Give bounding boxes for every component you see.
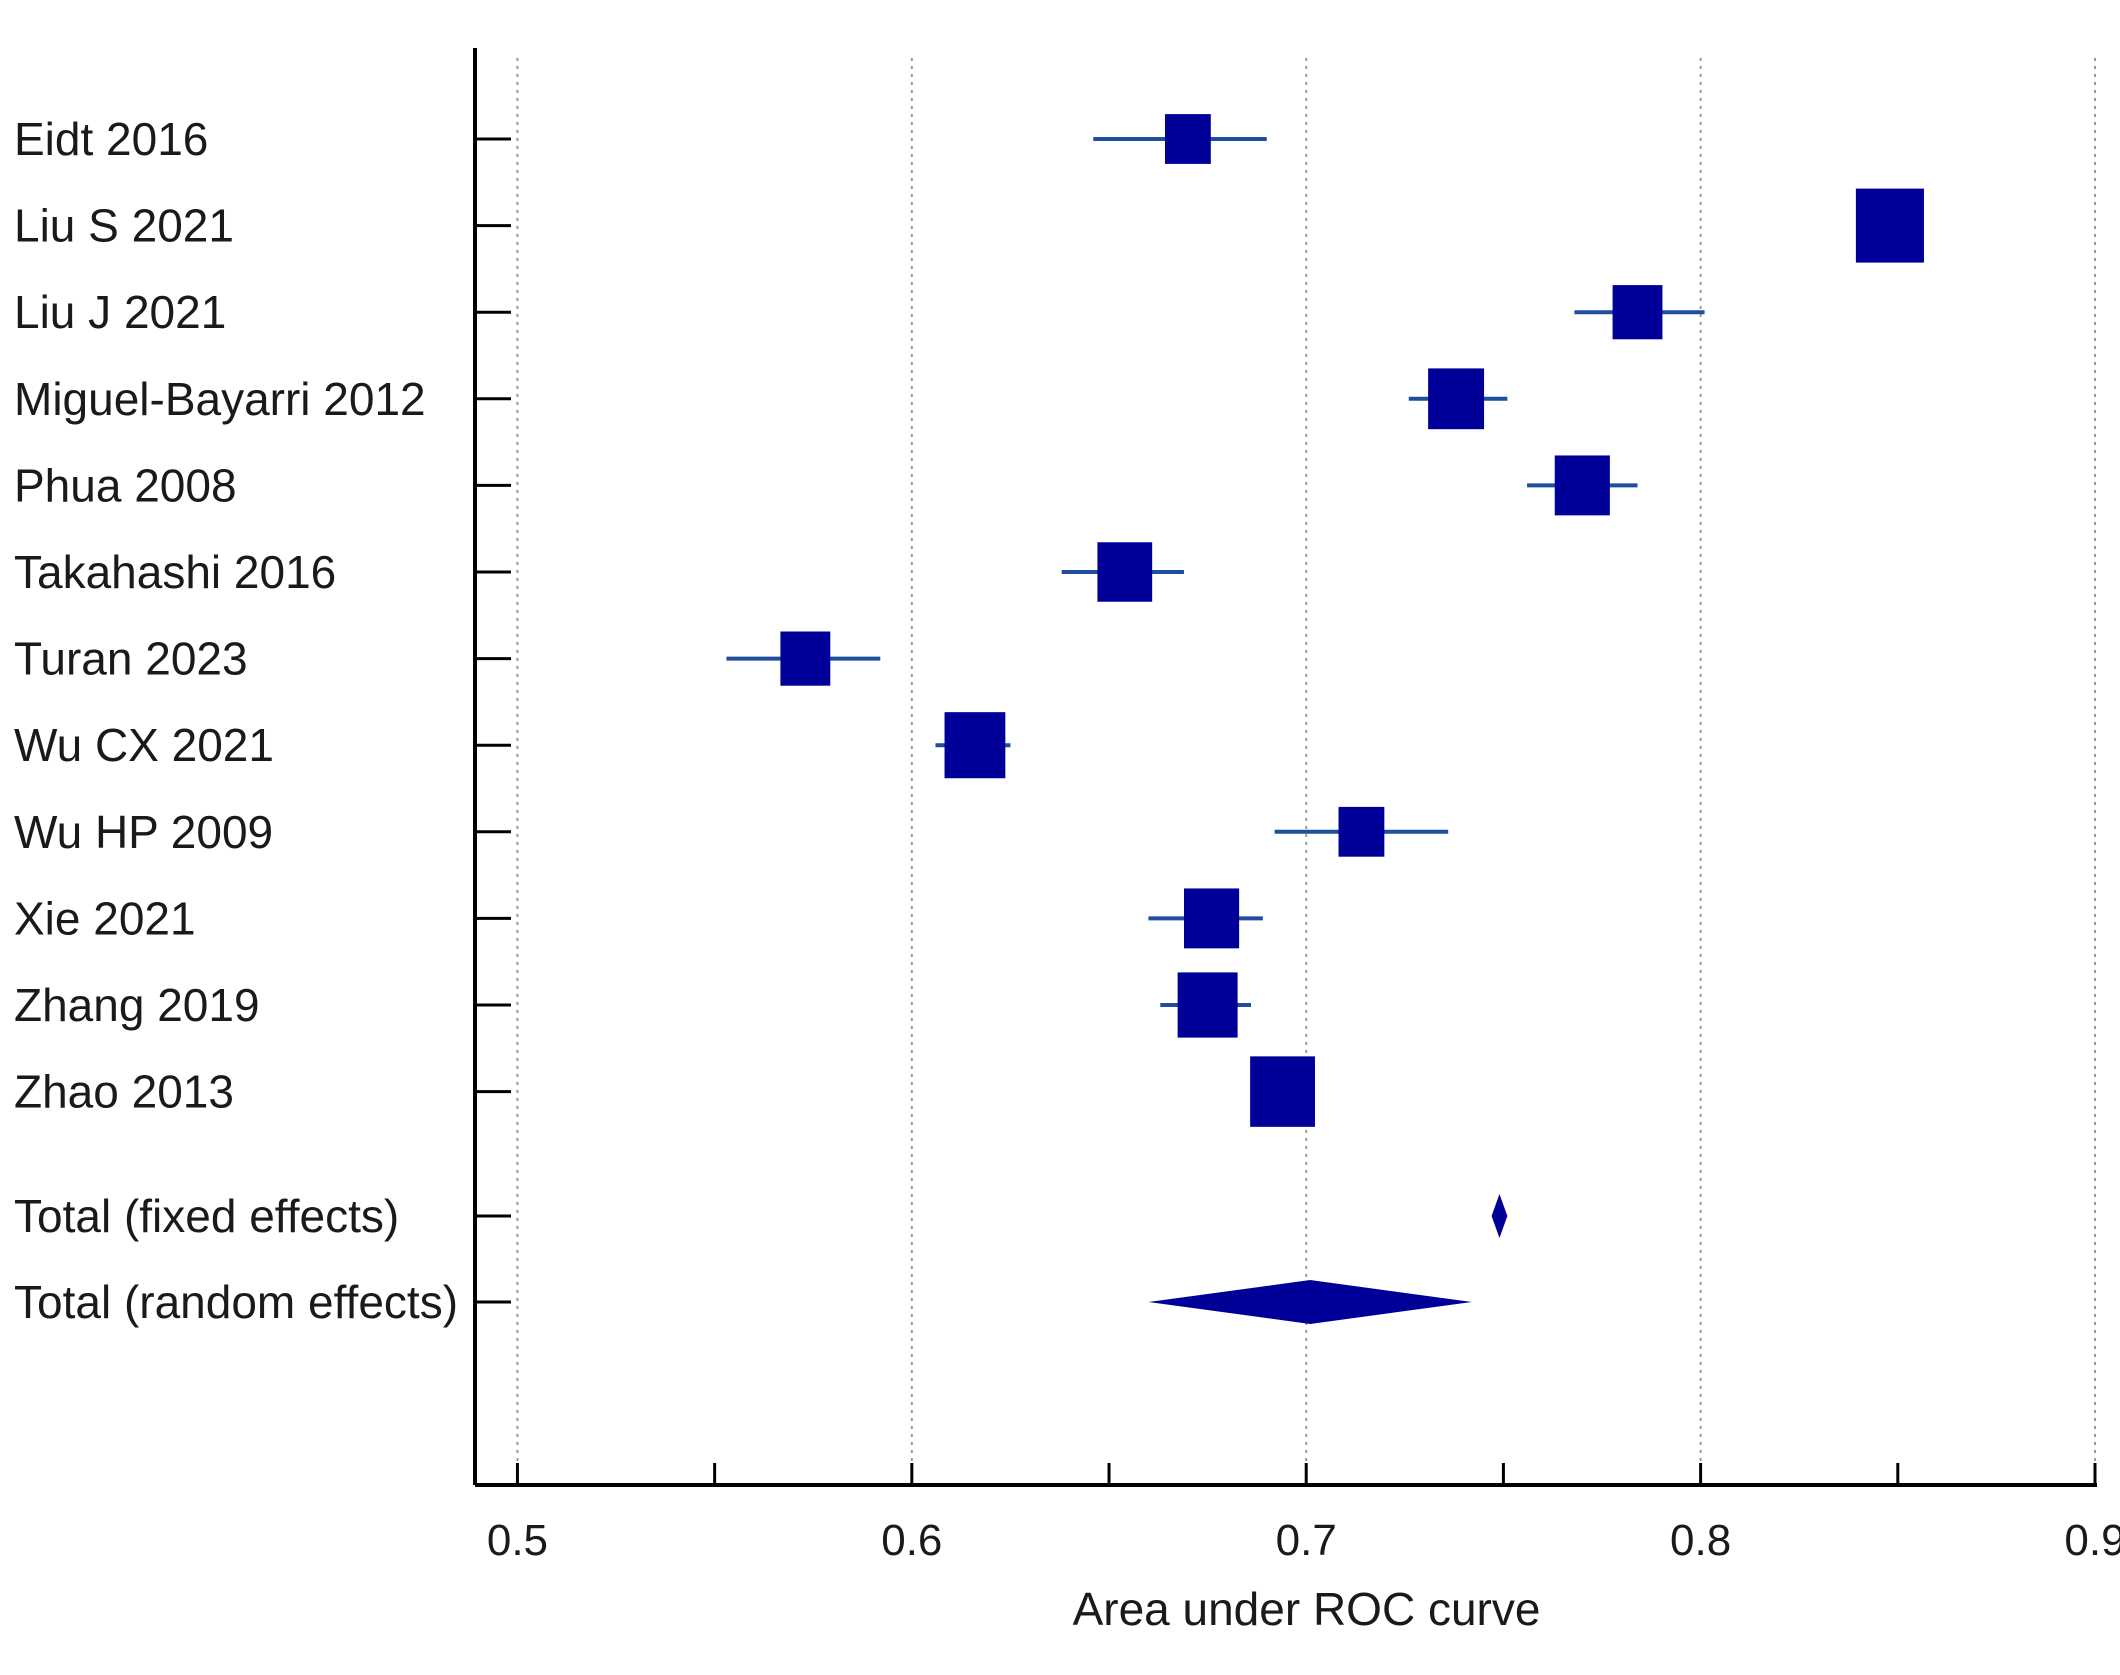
x-tick-label: 0.9 — [2064, 1516, 2120, 1565]
axes — [473, 48, 2097, 1487]
study-marker — [1338, 806, 1385, 857]
study-label: Xie 2021 — [14, 892, 196, 944]
row-ticks — [475, 137, 511, 1304]
study-marker — [1184, 888, 1240, 949]
study-label: Liu J 2021 — [14, 286, 226, 338]
study-marker — [1250, 1056, 1315, 1127]
total-markers — [1148, 1194, 1508, 1324]
study-label: Turan 2023 — [14, 633, 248, 685]
x-tick-label: 0.5 — [487, 1516, 548, 1565]
grid-lines — [516, 58, 2096, 1485]
study-labels: Eidt 2016 Liu S 2021 Liu J 2021 Miguel-Baya… — [14, 113, 458, 1328]
x-tick-label: 0.6 — [881, 1516, 942, 1565]
x-tick-label: 0.8 — [1670, 1516, 1731, 1565]
total-diamond — [1148, 1280, 1472, 1324]
study-label: Phua 2008 — [14, 459, 237, 511]
total-label: Total (random effects) — [14, 1276, 458, 1328]
study-label: Liu S 2021 — [14, 200, 234, 252]
study-marker — [1097, 542, 1153, 602]
study-marker — [944, 712, 1006, 779]
study-label: Wu HP 2009 — [14, 806, 273, 858]
study-label: Zhao 2013 — [14, 1066, 234, 1118]
study-marker — [1612, 285, 1663, 340]
study-label: Miguel-Bayarri 2012 — [14, 373, 426, 425]
total-diamond — [1491, 1194, 1508, 1238]
study-marker — [780, 631, 831, 686]
total-label: Total (fixed effects) — [14, 1190, 399, 1242]
x-axis-title: Area under ROC curve — [1073, 1583, 1541, 1635]
study-marker — [1177, 972, 1238, 1038]
study-label: Takahashi 2016 — [14, 546, 336, 598]
study-label: Wu CX 2021 — [14, 719, 274, 771]
x-tick-label: 0.7 — [1276, 1516, 1337, 1565]
study-marker — [1855, 188, 1924, 263]
study-marker — [1554, 455, 1610, 516]
x-ticks: 0.5 0.6 0.7 0.8 0.9 — [487, 1463, 2120, 1565]
study-marker — [1428, 368, 1485, 430]
study-markers — [726, 114, 1924, 1127]
study-marker — [1164, 114, 1211, 164]
study-label: Zhang 2019 — [14, 979, 260, 1031]
study-label: Eidt 2016 — [14, 113, 208, 165]
